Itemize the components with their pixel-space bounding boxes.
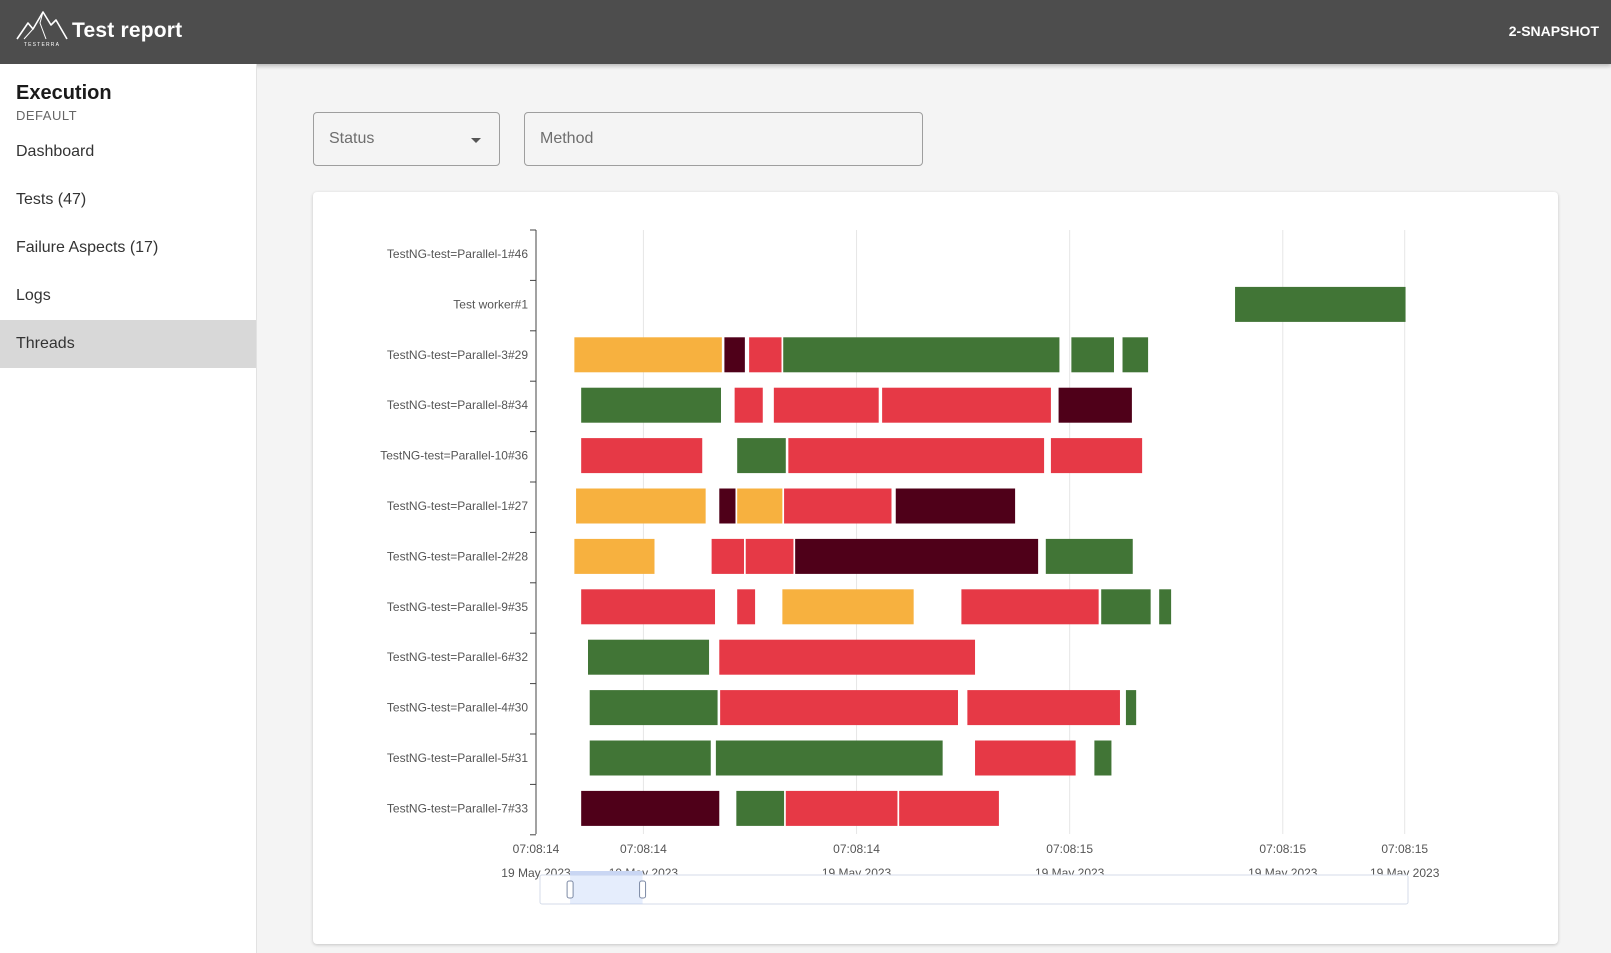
thread-label: Test worker#1: [453, 297, 528, 311]
timeline-bar-passed[interactable]: [737, 438, 786, 474]
zoom-slider-handle[interactable]: [639, 880, 647, 899]
timeline-bar-passed[interactable]: [1071, 337, 1114, 373]
x-tick-time-label: 07:08:14: [833, 842, 880, 856]
sidebar: Execution DEFAULT Dashboard Tests (47) F…: [0, 64, 257, 953]
thread-label: TestNG-test=Parallel-8#34: [387, 398, 528, 412]
timeline-bar-failed[interactable]: [737, 589, 756, 625]
timeline-bar-skipped[interactable]: [737, 488, 783, 524]
timeline-bar-skipped[interactable]: [574, 538, 655, 574]
timeline-bar-crashed[interactable]: [581, 790, 720, 826]
timeline-bar-failed[interactable]: [734, 387, 763, 423]
thread-label: TestNG-test=Parallel-2#28: [387, 549, 528, 563]
x-tick-time-label: 07:08:14: [513, 842, 560, 856]
x-tick-time-label: 07:08:15: [1046, 842, 1093, 856]
timeline-bar-failed[interactable]: [720, 690, 958, 726]
sidebar-item-logs[interactable]: Logs: [16, 287, 51, 304]
thread-label: TestNG-test=Parallel-6#32: [387, 650, 528, 664]
timeline-bar-failed[interactable]: [1050, 438, 1143, 474]
execution-title: Execution: [16, 82, 112, 104]
timeline-bar-failed[interactable]: [711, 538, 745, 574]
timeline-bar-passed[interactable]: [736, 790, 785, 826]
timeline-bar-failed[interactable]: [899, 790, 999, 826]
x-tick-time-label: 07:08:15: [1381, 842, 1428, 856]
timeline-bar-passed[interactable]: [1235, 286, 1406, 322]
thread-label: TestNG-test=Parallel-10#36: [380, 449, 528, 463]
thread-label: TestNG-test=Parallel-9#35: [387, 600, 528, 614]
threads-timeline-chart: TestNG-test=Parallel-1#46 Test worker#1 Te…: [380, 229, 1440, 905]
thread-label: TestNG-test=Parallel-7#33: [387, 801, 528, 815]
top-app-bar: TESTERRA Test report 2-SNAPSHOT: [0, 0, 1611, 64]
sidebar-item-dashboard[interactable]: Dashboard: [16, 143, 95, 160]
thread-label: TestNG-test=Parallel-5#31: [387, 751, 528, 765]
timeline-bar-skipped[interactable]: [576, 488, 706, 524]
threads-chart-card: TestNG-test=Parallel-1#46 Test worker#1 Te…: [313, 192, 1558, 944]
method-input[interactable]: Method: [524, 112, 923, 166]
timeline-bar-failed[interactable]: [975, 740, 1076, 776]
thread-label: TestNG-test=Parallel-3#29: [387, 348, 528, 362]
execution-subtitle: DEFAULT: [16, 108, 78, 123]
timeline-bar-skipped[interactable]: [574, 337, 722, 373]
timeline-bar-failed[interactable]: [788, 438, 1045, 474]
sidebar-item-threads[interactable]: Threads: [0, 320, 256, 368]
timeline-bar-failed[interactable]: [719, 639, 976, 675]
app-title: Test report: [72, 19, 183, 42]
timeline-bar-passed[interactable]: [589, 690, 718, 726]
timeline-bar-crashed[interactable]: [895, 488, 1016, 524]
sidebar-item-failure-aspects[interactable]: Failure Aspects (17): [16, 239, 159, 256]
version-label: 2-SNAPSHOT: [1508, 23, 1599, 39]
timeline-bar-failed[interactable]: [581, 438, 703, 474]
timeline-bar-failed[interactable]: [967, 690, 1120, 726]
timeline-bar-crashed[interactable]: [1058, 387, 1132, 423]
zoom-slider-track[interactable]: [539, 874, 1409, 905]
thread-label: TestNG-test=Parallel-1#46: [387, 247, 528, 261]
timeline-bar-passed[interactable]: [1159, 589, 1172, 625]
timeline-bar-failed[interactable]: [745, 538, 794, 574]
timeline-bar-passed[interactable]: [589, 740, 711, 776]
method-input-label: Method: [540, 130, 594, 147]
zoom-slider-window[interactable]: [570, 871, 643, 904]
timeline-bar-passed[interactable]: [1045, 538, 1133, 574]
x-tick-time-label: 07:08:15: [1259, 842, 1306, 856]
x-tick-time-label: 07:08:14: [620, 842, 667, 856]
status-select-label: Status: [329, 130, 375, 147]
zoom-slider-handle[interactable]: [566, 880, 574, 899]
svg-text:TESTERRA: TESTERRA: [24, 42, 60, 47]
timeline-bar-crashed[interactable]: [724, 337, 745, 373]
timeline-bar-failed[interactable]: [961, 589, 1099, 625]
sidebar-item-tests[interactable]: Tests (47): [16, 191, 87, 208]
testerra-logo-icon[interactable]: TESTERRA: [16, 9, 68, 47]
timeline-bar-crashed[interactable]: [795, 538, 1039, 574]
timeline-bar-failed[interactable]: [581, 589, 716, 625]
thread-label: TestNG-test=Parallel-4#30: [387, 701, 528, 715]
chevron-down-icon: [471, 138, 481, 143]
timeline-bar-failed[interactable]: [749, 337, 782, 373]
timeline-bar-failed[interactable]: [773, 387, 879, 423]
timeline-bar-skipped[interactable]: [782, 589, 914, 625]
zoom-slider-bar[interactable]: [570, 871, 643, 875]
timeline-bar-passed[interactable]: [581, 387, 721, 423]
timeline-bar-passed[interactable]: [1094, 740, 1112, 776]
status-select[interactable]: Status: [313, 112, 500, 166]
timeline-bar-passed[interactable]: [1101, 589, 1151, 625]
sidebar-nav: Dashboard Tests (47) Failure Aspects (17…: [0, 128, 256, 368]
timeline-bar-failed[interactable]: [784, 488, 892, 524]
timeline-bar-passed[interactable]: [1125, 690, 1137, 726]
timeline-bar-passed[interactable]: [783, 337, 1060, 373]
thread-label: TestNG-test=Parallel-1#27: [387, 499, 528, 513]
timeline-bar-passed[interactable]: [715, 740, 943, 776]
timeline-bar-crashed[interactable]: [719, 488, 736, 524]
timeline-bar-passed[interactable]: [588, 639, 710, 675]
timeline-bar-failed[interactable]: [785, 790, 898, 826]
timeline-bar-passed[interactable]: [1122, 337, 1149, 373]
timeline-bar-failed[interactable]: [882, 387, 1051, 423]
